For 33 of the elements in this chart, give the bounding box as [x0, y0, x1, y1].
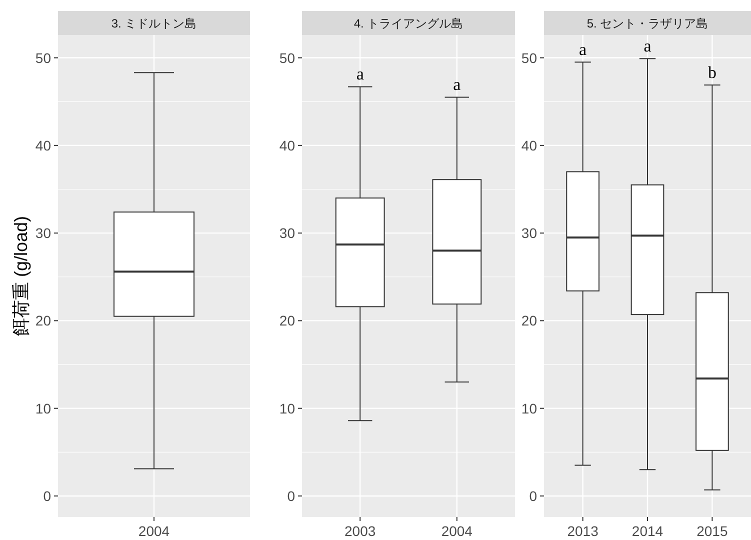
y-tick-label: 40	[279, 137, 296, 154]
x-tick-label: 2013	[567, 523, 599, 539]
y-tick-label: 40	[521, 137, 538, 154]
y-tick-label: 50	[521, 50, 538, 66]
y-tick-label: 30	[35, 225, 52, 242]
x-tick-label: 2004	[138, 523, 170, 539]
annotation: a	[356, 64, 364, 84]
y-tick-label: 10	[279, 400, 296, 416]
x-tick-label: 2004	[441, 523, 473, 539]
chart-title: 5. セント・ラザリア島	[586, 16, 708, 30]
y-tick-label: 20	[521, 312, 538, 329]
x-tick-label: 2003	[344, 523, 376, 539]
annotation: a	[579, 40, 588, 60]
y-tick-label: 20	[279, 312, 296, 329]
y-tick-label: 30	[279, 225, 296, 242]
y-tick-label: 0	[529, 488, 538, 504]
y-tick-label: 20	[35, 312, 52, 329]
x-tick-label: 2014	[632, 523, 664, 539]
y-tick-label: 0	[287, 488, 296, 504]
annotation: b	[708, 62, 716, 82]
y-tick-label: 50	[35, 50, 52, 66]
y-tick-label: 30	[521, 225, 538, 242]
y-tick-label: 40	[35, 137, 52, 154]
y-tick-label: 10	[35, 400, 52, 416]
chart-title: 4. トライアングル島	[354, 16, 464, 30]
y-tick-label: 0	[43, 488, 52, 504]
y-tick-label: 50	[279, 50, 296, 66]
y-tick-label: 10	[521, 400, 538, 416]
chart-title: 3. ミドルトン島	[111, 16, 197, 30]
x-tick-label: 2015	[696, 523, 728, 539]
y-axis-title: 餌荷重 (g/load)	[11, 216, 31, 336]
annotation: a	[644, 36, 652, 56]
annotation: a	[453, 75, 462, 94]
